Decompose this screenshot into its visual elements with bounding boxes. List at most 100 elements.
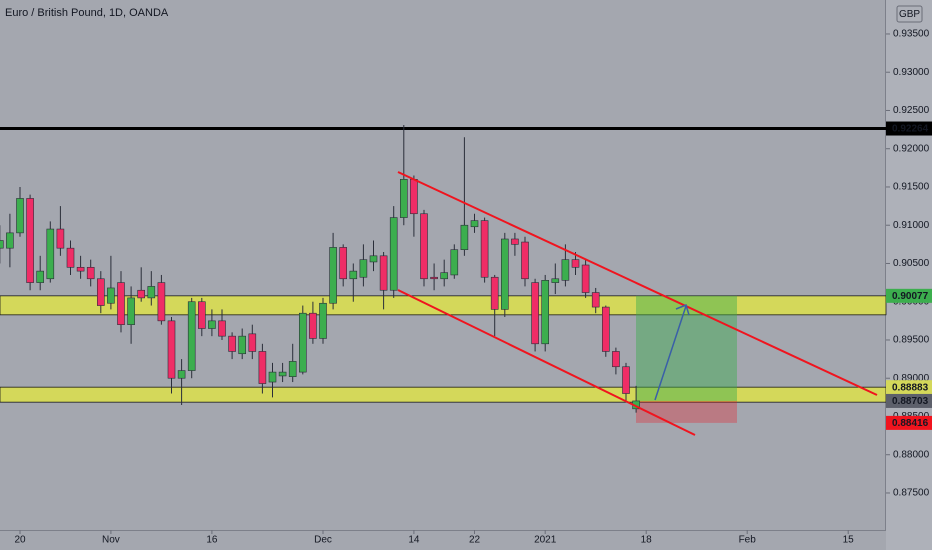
- x-tick-label: 20: [14, 535, 26, 546]
- price-label: 0.88416: [892, 418, 929, 429]
- candle-body: [97, 278, 105, 306]
- price-label: 0.88703: [892, 396, 929, 407]
- y-tick-label: 0.88000: [893, 449, 930, 460]
- candle-body: [379, 255, 388, 291]
- candle-body: [56, 228, 65, 249]
- candle-body: [258, 351, 267, 384]
- candle-body: [339, 247, 348, 280]
- candle-body: [16, 198, 24, 234]
- candle-body: [187, 301, 196, 371]
- candle-body: [399, 179, 408, 218]
- price-label-bg: [886, 393, 932, 408]
- currency-label: GBP: [899, 9, 920, 20]
- candle-body: [612, 351, 620, 368]
- candle-body: [581, 264, 590, 293]
- candle-body: [470, 220, 479, 228]
- price-label-bg: [886, 380, 932, 395]
- drawings-over: [397, 171, 878, 436]
- y-tick-label: 0.92500: [893, 105, 930, 116]
- candle-body: [288, 361, 297, 377]
- candle-body: [601, 306, 610, 352]
- candle-body: [298, 312, 307, 373]
- candle-body: [248, 333, 257, 352]
- candle-body: [147, 286, 156, 299]
- candle-body: [117, 282, 125, 325]
- candle-body: [319, 302, 327, 339]
- x-tick-label: 15: [843, 535, 855, 546]
- support-zone: [0, 386, 887, 403]
- candle-body: [228, 335, 236, 352]
- candle-body: [198, 301, 206, 329]
- candle-body: [490, 276, 499, 310]
- candle-body: [107, 287, 115, 304]
- candle-body: [551, 278, 560, 283]
- channel-upper: [397, 171, 878, 396]
- stop-box: [636, 400, 737, 423]
- candle-body: [278, 371, 287, 377]
- price-label: 0.88883: [892, 382, 929, 393]
- x-tick-label: Feb: [739, 535, 757, 546]
- price-label: 0.90077: [892, 291, 929, 302]
- projection-arrow: [654, 303, 690, 401]
- candle-body: [6, 232, 14, 249]
- candle-body: [369, 255, 378, 263]
- x-tick-label: Nov: [102, 535, 120, 546]
- candle-body: [622, 366, 630, 394]
- candle-body: [450, 249, 459, 276]
- candle-body: [208, 320, 216, 329]
- price-axis: [886, 0, 932, 550]
- price-label-bg: [886, 415, 932, 430]
- target-box: [636, 295, 737, 401]
- candle-body: [76, 266, 85, 272]
- candle-body: [349, 270, 358, 280]
- candles: [0, 125, 640, 413]
- x-tick-label: 22: [469, 535, 481, 546]
- candle-body: [500, 238, 509, 310]
- candle-body: [440, 272, 449, 280]
- candle-body: [480, 220, 489, 278]
- candle-body: [177, 370, 186, 379]
- candle-body: [531, 282, 539, 345]
- price-label-bg: [886, 288, 932, 303]
- candle-body: [541, 280, 550, 345]
- candle-body: [460, 224, 469, 250]
- candle-body: [46, 228, 55, 280]
- candle-body: [561, 259, 570, 281]
- x-tick-label: 2021: [534, 535, 557, 546]
- channel-lower: [397, 289, 696, 436]
- y-tick-label: 0.91000: [893, 220, 930, 231]
- candle-body: [268, 371, 277, 383]
- candle-body: [0, 240, 4, 249]
- candle-body: [571, 259, 580, 268]
- candle-body: [157, 282, 166, 322]
- candle-body: [26, 198, 34, 283]
- candle-body: [521, 241, 529, 280]
- x-tick-label: 18: [641, 535, 653, 546]
- candle-body: [127, 297, 135, 325]
- candle-body: [430, 276, 438, 280]
- y-tick-label: 0.93000: [893, 67, 930, 78]
- candle-body: [86, 266, 95, 280]
- candle-body: [410, 179, 418, 215]
- x-tick-label: 16: [206, 535, 218, 546]
- candle-body: [389, 217, 398, 291]
- price-label: 0.92264: [892, 124, 929, 135]
- candle-body: [36, 270, 45, 283]
- currency-badge[interactable]: [896, 5, 923, 23]
- y-tick-label: 0.87500: [893, 488, 930, 499]
- y-tick-label: 0.89500: [893, 335, 930, 346]
- candle-body: [218, 320, 226, 337]
- candle-body: [420, 213, 428, 280]
- y-tick-label: 0.92000: [893, 143, 930, 154]
- candle-body: [359, 259, 368, 278]
- chart-title: Euro / British Pound, 1D, OANDA: [5, 7, 169, 19]
- x-tick-label: 14: [408, 535, 420, 546]
- x-tick-label: Dec: [314, 535, 332, 546]
- y-tick-label: 0.90500: [893, 258, 930, 269]
- y-tick-label: 0.91500: [893, 182, 930, 193]
- candle-body: [309, 312, 317, 339]
- axis-labels: 0.93500 0.93000 0.92500 0.92000 0.91500 0.910…: [14, 29, 932, 546]
- candle-body: [238, 335, 246, 355]
